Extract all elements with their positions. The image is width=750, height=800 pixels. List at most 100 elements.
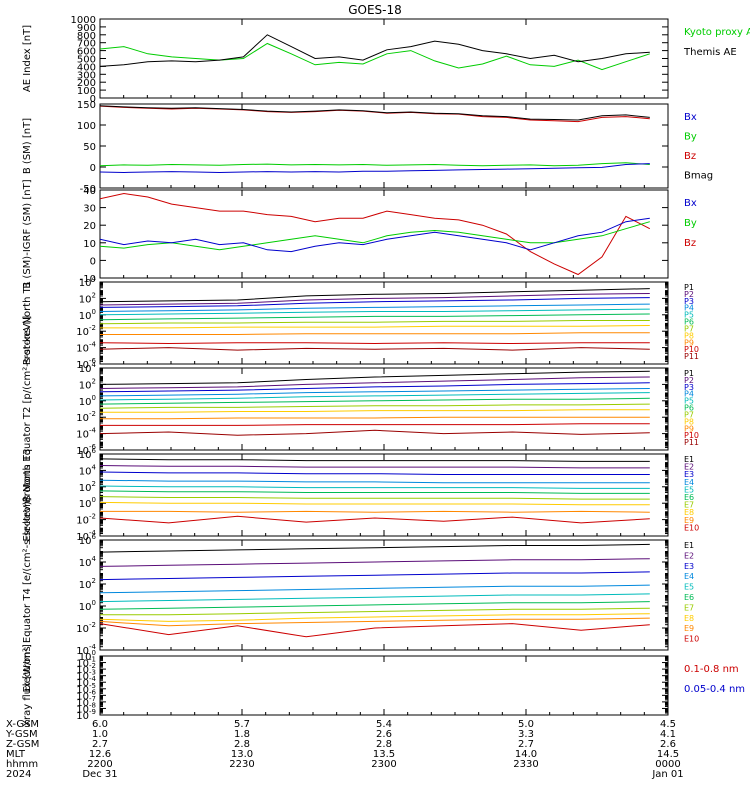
panel-8: 10-910-810-710-610-510-410-310-210-1100X… xyxy=(22,644,745,727)
y-tick-label: -50 xyxy=(80,184,96,195)
series-line-e3 xyxy=(100,571,650,581)
series-line-by xyxy=(100,221,650,251)
y-tick-label: 100 xyxy=(77,86,96,97)
y-tick-label: 100 xyxy=(79,394,96,408)
ephemeris-value: 2300 xyxy=(371,759,396,770)
series-line-e7 xyxy=(100,496,650,500)
ephemeris-row-name: Y-GSM xyxy=(5,729,38,740)
y-tick-label: 102 xyxy=(79,291,96,305)
series-line-themis-ae xyxy=(100,34,650,67)
legend-entry: E1 xyxy=(684,541,694,550)
series-line-e8 xyxy=(100,501,650,506)
series-line-p3 xyxy=(100,382,650,393)
legend-entry: Bz xyxy=(684,151,696,162)
legend-entry: P2 xyxy=(684,290,694,299)
legend-entry: E7 xyxy=(684,603,694,612)
series-line-p9 xyxy=(100,332,650,335)
y-tick-label: 500 xyxy=(77,55,96,66)
legend-entry: E3 xyxy=(684,470,694,479)
ephemeris-value: 2.6 xyxy=(660,739,676,750)
legend-entry: E3 xyxy=(684,562,694,571)
y-tick-label: 10-2 xyxy=(76,324,96,338)
series-line-e1 xyxy=(100,543,650,553)
y-axis-label: Electrons North T3 xyxy=(22,448,33,541)
series-line-p7 xyxy=(100,320,650,325)
series-line-e10 xyxy=(100,623,650,638)
y-tick-label: 0 xyxy=(90,94,96,105)
series-line-e4 xyxy=(100,584,650,594)
series-line-p8 xyxy=(100,325,650,329)
legend-entry: P9 xyxy=(684,338,694,347)
panel-frame xyxy=(99,103,669,189)
y-tick-label: 20 xyxy=(83,221,96,232)
series-line-p1 xyxy=(100,288,650,303)
legend-entry: P8 xyxy=(684,331,694,340)
series-line-p11 xyxy=(100,347,650,351)
legend-entry: P11 xyxy=(684,438,699,447)
y-axis-label: B (SM) [nT] xyxy=(22,118,33,174)
series-line-e3 xyxy=(100,471,650,475)
ephemeris-value: 2230 xyxy=(229,759,254,770)
panel-frame xyxy=(99,367,669,451)
series-line-e8 xyxy=(100,613,650,622)
y-tick-label: 102 xyxy=(79,377,96,391)
y-axis-label: B (SM)-IGRF (SM) [nT] xyxy=(22,179,33,288)
ephemeris-value: Dec 31 xyxy=(82,769,117,780)
y-tick-label: 106 xyxy=(79,533,97,547)
series-line-e6 xyxy=(100,490,650,494)
panel-frame xyxy=(99,18,669,99)
series-line-bx xyxy=(100,163,650,174)
ephemeris-value: 0000 xyxy=(655,759,680,770)
series-line-p4 xyxy=(100,303,650,312)
series-line-p11 xyxy=(100,429,650,436)
ephemeris-table: X-GSM 6.0 5.7 5.4 5.0 4.5 Y-GSM 1.0 1.8 2.6 3.3 4.1… xyxy=(5,719,684,780)
y-tick-label: 0 xyxy=(90,163,96,174)
ephemeris-value: 1.0 xyxy=(92,729,108,740)
y-tick-label: 800 xyxy=(77,31,96,42)
series-line-e10 xyxy=(100,515,650,524)
y-tick-label: 600 xyxy=(77,47,96,58)
legend-entry: P9 xyxy=(684,424,694,433)
y-tick-label: 0 xyxy=(90,256,96,267)
y-tick-label: 100 xyxy=(79,308,96,322)
series-line-p6 xyxy=(100,397,650,405)
legend-entry: P8 xyxy=(684,417,694,426)
y-tick-label: 100 xyxy=(79,599,96,613)
ephemeris-value: 5.7 xyxy=(234,719,250,730)
series-line-p5 xyxy=(100,308,650,316)
series-line-p7 xyxy=(100,403,650,409)
panel-frame xyxy=(99,655,669,716)
series-line-e2 xyxy=(100,465,650,469)
series-line-e5 xyxy=(100,485,650,489)
series-line-e7 xyxy=(100,607,650,616)
legend-entry: E5 xyxy=(684,583,694,592)
ephemeris-value: 2.8 xyxy=(234,739,250,750)
y-tick-label: 102 xyxy=(79,577,96,591)
series-line-p10 xyxy=(100,423,650,426)
y-tick-label: 104 xyxy=(79,555,97,569)
legend-entry: P3 xyxy=(684,297,694,306)
y-tick-label: 10 xyxy=(83,239,96,250)
ephemeris-value: 5.4 xyxy=(376,719,392,730)
series-line-bmag xyxy=(100,105,650,121)
y-tick-label: 40 xyxy=(83,186,96,197)
legend-entry: By xyxy=(684,132,697,143)
y-axis-label: Electrons Equator T4 [e/(cm²-s-sr-keV)] xyxy=(22,497,33,692)
series-line-e9 xyxy=(100,617,650,627)
y-tick-label: 10-2 xyxy=(76,513,96,527)
legend-entry: P1 xyxy=(684,283,694,292)
y-tick-label: 106 xyxy=(79,447,97,461)
series-line-e6 xyxy=(100,601,650,610)
legend-entry: P2 xyxy=(684,376,694,385)
legend-entry: E6 xyxy=(684,493,694,502)
y-tick-label: 400 xyxy=(77,62,96,73)
series-line-p3 xyxy=(100,297,650,308)
ephemeris-value: 2200 xyxy=(87,759,112,770)
y-tick-label: -10 xyxy=(80,274,96,285)
legend-entry: P4 xyxy=(684,304,694,313)
legend-entry: P11 xyxy=(684,352,699,361)
series-line-by xyxy=(100,162,650,167)
